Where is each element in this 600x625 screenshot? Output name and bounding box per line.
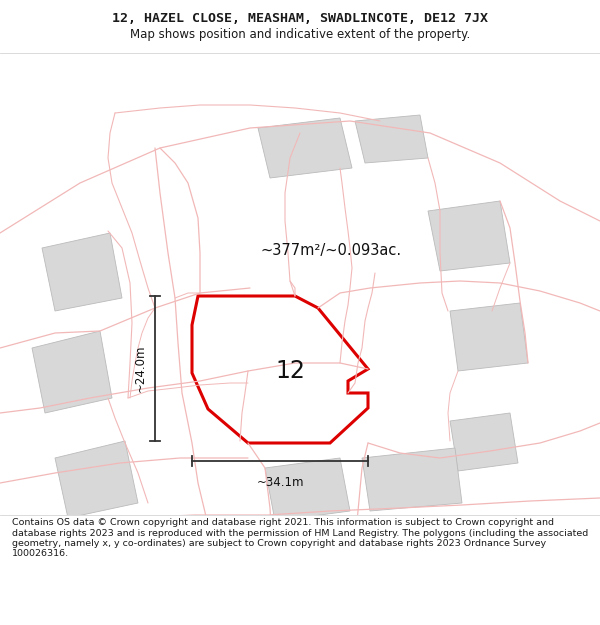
- Polygon shape: [450, 413, 518, 471]
- Polygon shape: [55, 441, 138, 518]
- Polygon shape: [362, 448, 462, 511]
- Polygon shape: [42, 233, 122, 311]
- Text: ~377m²/~0.093ac.: ~377m²/~0.093ac.: [260, 244, 401, 259]
- Polygon shape: [192, 296, 368, 443]
- Polygon shape: [428, 201, 510, 271]
- Text: ~24.0m: ~24.0m: [134, 345, 147, 392]
- Text: 12: 12: [275, 359, 305, 383]
- Text: ~34.1m: ~34.1m: [256, 476, 304, 489]
- Polygon shape: [32, 331, 112, 413]
- Polygon shape: [258, 118, 352, 178]
- Text: Map shows position and indicative extent of the property.: Map shows position and indicative extent…: [130, 28, 470, 41]
- Polygon shape: [355, 115, 428, 163]
- Text: Contains OS data © Crown copyright and database right 2021. This information is : Contains OS data © Crown copyright and d…: [12, 518, 588, 559]
- Polygon shape: [265, 458, 350, 521]
- Polygon shape: [450, 303, 528, 371]
- Text: 12, HAZEL CLOSE, MEASHAM, SWADLINCOTE, DE12 7JX: 12, HAZEL CLOSE, MEASHAM, SWADLINCOTE, D…: [112, 12, 488, 24]
